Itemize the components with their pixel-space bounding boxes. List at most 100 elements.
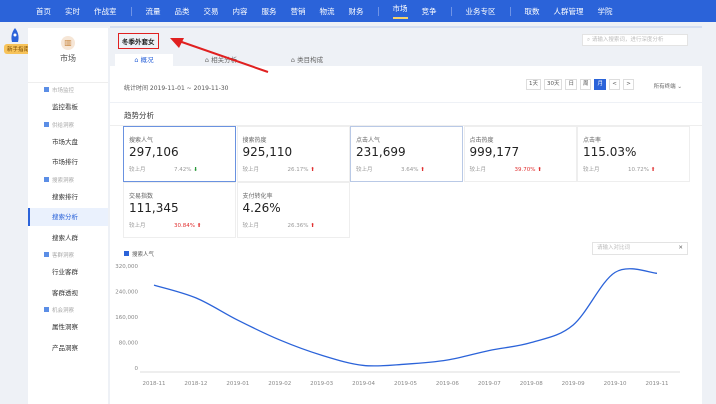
x-tick-label: 2019-10 (604, 381, 627, 387)
metric-card[interactable]: 支付转化率 4.26% 较上月 26.36% ⬆ (236, 182, 350, 238)
y-tick-label: 320,000 (115, 264, 138, 270)
x-tick-label: 2019-03 (310, 381, 333, 387)
trend-panel: 趋势分析 搜索人气 297,106 较上月 7.42% ⬇ 搜索热度 925,110 较上月… (110, 103, 702, 404)
y-tick-label: 80,000 (119, 341, 139, 347)
nav-item[interactable]: 品类 (174, 6, 190, 16)
document-icon (44, 307, 49, 312)
x-tick-label: 2019-05 (394, 381, 417, 387)
period-button[interactable]: 30天 (543, 79, 563, 90)
keyword-label: 冬季外套女 (118, 33, 159, 49)
period-button[interactable]: < (609, 79, 620, 90)
tab-related[interactable]: ⌂ 相关分析 (204, 56, 238, 64)
period-button[interactable]: > (623, 79, 634, 90)
rocket-icon[interactable] (8, 28, 22, 48)
series-line (153, 268, 658, 367)
compare-word-input[interactable]: 请输入对比词 ✕ (592, 242, 688, 255)
x-tick-label: 2019-08 (520, 381, 543, 387)
channel-select[interactable]: 所有终端 ⌄ (653, 84, 682, 90)
header-panel: 冬季外套女 ⌕ 请输入搜索词，进行深度分析 ⌂ 概况 ⌂ 相关分析 ⌂ 类目构成… (110, 26, 702, 102)
metric-card[interactable]: 搜索热度 925,110 较上月 26.17% ⬆ (236, 126, 350, 182)
x-tick-label: 2019-04 (352, 381, 375, 387)
metric-card[interactable]: 点击人气 231,699 较上月 3.64% ⬆ (350, 126, 463, 182)
arrow-up-icon: ⬆ (650, 167, 656, 173)
arrow-up-icon: ⬆ (196, 223, 202, 229)
sidebar-item[interactable]: 搜索人群 (52, 233, 78, 242)
nav-item[interactable]: 取数 (524, 6, 540, 16)
x-tick-label: 2018-11 (143, 381, 166, 387)
metric-card[interactable]: 交易指数 111,345 较上月 30.84% ⬆ (123, 182, 236, 238)
arrow-down-icon: ⬇ (193, 167, 198, 173)
document-icon (44, 176, 49, 182)
nav-item[interactable]: 市场 (392, 3, 408, 19)
sidebar-group: 机会洞察 (44, 306, 74, 314)
sidebar-item[interactable]: 客群透视 (52, 288, 78, 297)
sidebar: ▥ 市场 市场监控监控看板供给洞察市场大盘市场排行搜索洞察搜索排行搜索分析搜索人群… (28, 28, 108, 404)
sidebar-group: 供给洞察 (44, 121, 74, 129)
document-icon (44, 252, 49, 257)
nav-item[interactable]: 首页 (36, 6, 51, 16)
period-buttons: 1天 30天日周月 < > (525, 79, 634, 90)
y-tick-label: 0 (135, 366, 139, 372)
x-tick-label: 2018-12 (184, 381, 207, 387)
period-button[interactable]: 日 (565, 79, 577, 90)
sidebar-item[interactable]: 市场大盘 (52, 137, 78, 146)
x-tick-label: 2019-11 (646, 381, 669, 387)
chart-legend[interactable]: 搜索人气 (124, 250, 154, 258)
trend-chart: 0 80,000 160,000 240,000 320,000 2018-11 2018-… (115, 264, 680, 387)
newbie-guide-button[interactable]: 新手指南 (4, 44, 33, 54)
nav-item[interactable]: 服务 (261, 6, 277, 16)
y-tick-label: 240,000 (115, 290, 138, 296)
x-tick-label: 2019-02 (268, 381, 291, 387)
sidebar-item[interactable]: 市场排行 (52, 158, 78, 166)
metric-card[interactable]: 搜索人气 297,106 较上月 7.42% ⬇ (123, 126, 236, 182)
sidebar-item[interactable]: 产品洞察 (52, 343, 78, 352)
nav-item[interactable]: 营销 (290, 6, 306, 16)
sidebar-item[interactable]: 搜索排行 (52, 192, 78, 201)
keyword-search-input[interactable]: ⌕ 请输入搜索词，进行深度分析 (582, 34, 688, 46)
x-tick-label: 2019-01 (226, 381, 249, 387)
arrow-up-icon: ⬆ (310, 223, 315, 229)
market-icon: ▥ (61, 36, 75, 50)
metric-card[interactable]: 点击热度 999,177 较上月 39.70% ⬆ (463, 126, 577, 182)
sidebar-item[interactable]: 行业客群 (52, 268, 78, 276)
top-nav: 首页 实时 作战室 流量 品类 交易 内容 服务 营销 物流 财务 市场 竞争 业务专区 取数 人群管理 学院 (0, 0, 716, 22)
x-tick-label: 2019-09 (562, 381, 585, 387)
sidebar-group: 市场监控 (44, 86, 74, 94)
period-button[interactable]: 1天 (525, 79, 541, 90)
metric-card[interactable]: 点击率 115.03% 较上月 10.72% ⬆ (577, 126, 690, 182)
nav-item[interactable]: 流量 (145, 6, 161, 16)
trend-title: 趋势分析 (124, 111, 154, 120)
sidebar-title: ▥ 市场 (60, 36, 76, 63)
sidebar-item[interactable]: 属性洞察 (52, 323, 78, 331)
nav-item[interactable]: 物流 (319, 6, 335, 16)
nav-item[interactable]: 作战室 (94, 6, 117, 16)
red-arrow-annotation (170, 38, 269, 73)
document-icon (44, 87, 49, 92)
y-tick-label: 160,000 (115, 315, 138, 321)
arrow-up-icon: ⬆ (310, 167, 315, 173)
sidebar-item[interactable]: 监控看板 (52, 103, 78, 111)
arrow-up-icon: ⬆ (537, 167, 542, 173)
nav-item[interactable]: 实时 (65, 6, 80, 16)
period-button[interactable]: 周 (579, 79, 592, 90)
tab-overview[interactable]: ⌂ 概况 (115, 54, 173, 66)
nav-item[interactable]: 内容 (232, 6, 248, 16)
document-icon (44, 121, 49, 127)
nav-item[interactable]: 竞争 (421, 6, 437, 16)
sidebar-group: 搜索洞察 (44, 176, 74, 184)
period-button[interactable]: 月 (594, 79, 606, 90)
nav-item[interactable]: 学院 (597, 6, 613, 16)
nav-item[interactable]: 人群管理 (553, 6, 584, 16)
divider (28, 82, 108, 83)
nav-item[interactable]: 财务 (348, 6, 364, 16)
x-tick-label: 2019-06 (436, 381, 459, 387)
stat-time: 统计时间 2019-11-01 ~ 2019-11-30 (124, 85, 229, 92)
nav-item[interactable]: 业务专区 (465, 6, 496, 16)
nav-item[interactable]: 交易 (203, 6, 219, 16)
sidebar-item[interactable]: 搜索分析 (28, 208, 108, 226)
tab-category[interactable]: ⌂ 类目构成 (290, 56, 324, 64)
sidebar-group: 客群洞察 (44, 251, 74, 259)
arrow-up-icon: ⬆ (420, 167, 425, 173)
close-icon[interactable]: ✕ (678, 245, 683, 251)
x-tick-label: 2019-07 (478, 381, 501, 387)
